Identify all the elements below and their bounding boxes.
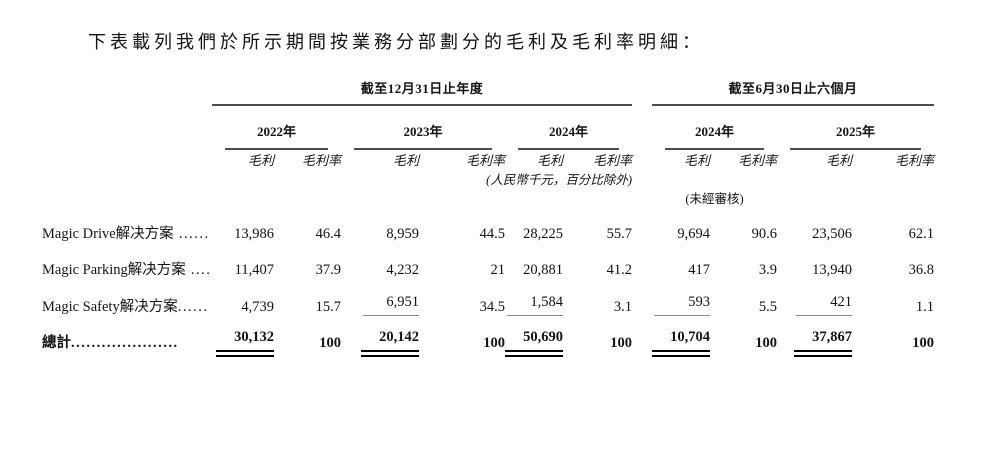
- row-label: Magic Parking解决方案: [42, 262, 186, 278]
- cell-value: 23,506: [812, 226, 852, 242]
- column-header-row: 毛利 毛利率 毛利 毛利率 毛利 毛利率 毛利 毛利率 毛利 毛利率: [42, 150, 934, 169]
- column-header-gross-profit-margin: 毛利率: [465, 153, 505, 168]
- cell-value: 9,694: [677, 226, 710, 242]
- cell-value: 1.1: [915, 299, 934, 315]
- cell-value: 11,407: [234, 262, 274, 278]
- total-value: 30,132: [212, 316, 274, 357]
- table-row-magic-drive: Magic Drive解决方案 ...... 13,986 46.4 8,959…: [42, 207, 934, 243]
- year-header-row: 2022年 2023年 2024年 2024年 2025年: [42, 106, 934, 150]
- year-header-2024-interim: 2024年: [665, 106, 764, 150]
- cell-value: 13,986: [234, 226, 274, 242]
- cell-value: 21: [490, 262, 506, 278]
- row-label: Magic Safety解决方案: [42, 299, 178, 315]
- cell-value: 62.1: [908, 226, 934, 242]
- total-label: 總計: [42, 335, 71, 351]
- cell-value: 3.1: [613, 299, 632, 315]
- cell-value: 6,951: [341, 279, 419, 316]
- gross-profit-table: 截至12月31日止年度 截至6月30日止六個月 2022年 2023年 2024…: [42, 78, 934, 357]
- unaudited-note-row: (未經審核): [42, 188, 934, 207]
- cell-value: 15.7: [315, 299, 341, 315]
- cell-value: 417: [688, 262, 710, 278]
- column-header-gross-profit-margin: 毛利率: [737, 153, 777, 168]
- total-value: 100: [319, 335, 341, 351]
- dot-leader: ......: [177, 299, 209, 315]
- total-value: 20,142: [341, 316, 419, 357]
- total-value: 50,690: [505, 316, 563, 357]
- total-value: 10,704: [652, 316, 710, 357]
- cell-value: 28,225: [523, 226, 563, 242]
- cell-value: 36.8: [908, 262, 934, 278]
- column-header-gross-profit: 毛利: [536, 153, 563, 168]
- period-header-interim: 截至6月30日止六個月: [652, 78, 934, 106]
- unaudited-note: (未經審核): [685, 192, 744, 206]
- column-header-gross-profit: 毛利: [825, 153, 852, 168]
- cell-value: 5.5: [758, 299, 777, 315]
- dot-leader: ....: [185, 262, 212, 278]
- cell-value: 8,959: [386, 226, 419, 242]
- cell-value: 4,232: [386, 262, 419, 278]
- year-header-2022: 2022年: [225, 106, 328, 150]
- year-header-2024: 2024年: [518, 106, 619, 150]
- cell-value: 3.9: [758, 262, 777, 278]
- prospectus-page: 下表載列我們於所示期間按業務分部劃分的毛利及毛利率明細： 截至12月31日止年度…: [0, 28, 1000, 357]
- cell-value: 421: [777, 279, 852, 316]
- cell-value: 4,739: [241, 299, 274, 315]
- dot-leader: .....................: [71, 335, 179, 351]
- column-header-gross-profit: 毛利: [392, 153, 419, 168]
- column-header-gross-profit-margin: 毛利率: [894, 153, 934, 168]
- column-header-gross-profit: 毛利: [247, 153, 274, 168]
- cell-value: 37.9: [315, 262, 341, 278]
- cell-value: 90.6: [751, 226, 777, 242]
- row-label: Magic Drive解决方案: [42, 226, 174, 242]
- cell-value: 44.5: [479, 226, 505, 242]
- cell-value: 41.2: [606, 262, 632, 278]
- cell-value: 55.7: [606, 226, 632, 242]
- cell-value: 1,584: [505, 279, 563, 316]
- year-header-2023: 2023年: [354, 106, 492, 150]
- column-header-gross-profit-margin: 毛利率: [301, 153, 341, 168]
- unit-note: (人民幣千元，百分比除外): [486, 173, 632, 187]
- cell-value: 593: [652, 279, 710, 316]
- table-row-total: 總計..................... 30,132 100 20,14…: [42, 316, 934, 357]
- cell-value: 13,940: [812, 262, 852, 278]
- cell-value: 20,881: [523, 262, 563, 278]
- column-header-gross-profit: 毛利: [683, 153, 710, 168]
- period-header-annual: 截至12月31日止年度: [212, 78, 632, 106]
- dot-leader: ......: [173, 226, 210, 242]
- year-header-2025-interim: 2025年: [790, 106, 921, 150]
- total-value: 100: [755, 335, 777, 351]
- total-value: 100: [483, 335, 505, 351]
- total-value: 100: [610, 335, 632, 351]
- table-row-magic-parking: Magic Parking解决方案 .... 11,407 37.9 4,232…: [42, 243, 934, 279]
- cell-value: 46.4: [315, 226, 341, 242]
- column-header-gross-profit-margin: 毛利率: [592, 153, 632, 168]
- unit-note-row: (人民幣千元，百分比除外): [42, 169, 934, 188]
- total-value: 37,867: [777, 316, 852, 357]
- total-value: 100: [912, 335, 934, 351]
- intro-paragraph: 下表載列我們於所示期間按業務分部劃分的毛利及毛利率明細：: [88, 32, 704, 52]
- period-header-row: 截至12月31日止年度 截至6月30日止六個月: [42, 78, 934, 106]
- cell-value: 34.5: [479, 299, 505, 315]
- table-row-magic-safety: Magic Safety解决方案...... 4,739 15.7 6,951 …: [42, 279, 934, 316]
